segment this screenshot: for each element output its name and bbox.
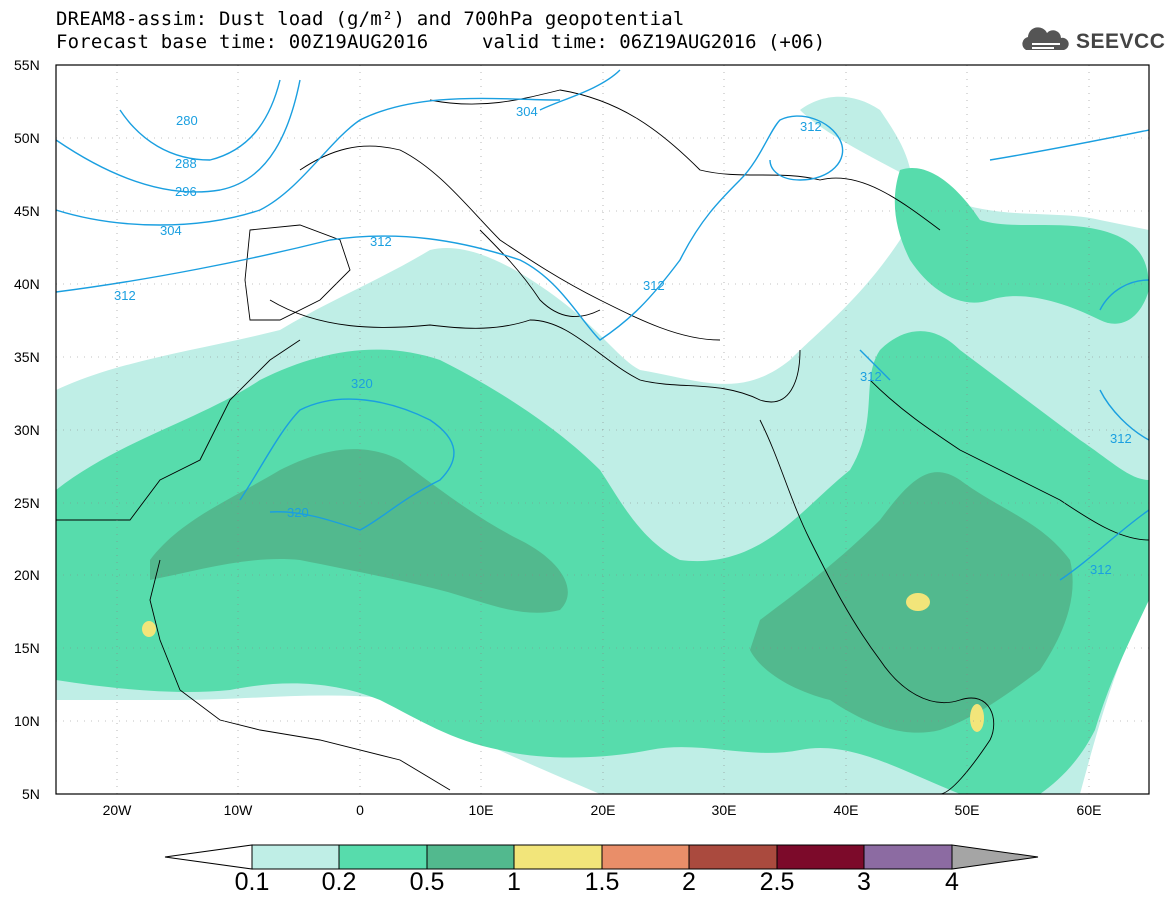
lat-label: 55N <box>14 57 40 73</box>
legend-label: 2.5 <box>759 868 795 896</box>
lat-label: 50N <box>14 130 40 146</box>
contour-label: 288 <box>175 156 197 171</box>
contour-label: 304 <box>160 223 182 238</box>
dust-layer-0.2-north <box>894 168 1149 324</box>
dust-spot-3 <box>970 704 984 732</box>
lat-label: 25N <box>14 495 40 511</box>
lon-label: 20W <box>103 802 133 818</box>
legend-label: 3 <box>857 868 871 896</box>
map-title: DREAM8-assim: Dust load (g/m²) and 700hP… <box>56 8 685 30</box>
lon-label: 40E <box>834 802 859 818</box>
cloud-icon <box>1022 27 1069 50</box>
lon-label: 30E <box>712 802 737 818</box>
logo-text: SEEVCCC <box>1076 30 1165 53</box>
legend-swatch <box>688 844 778 870</box>
legend-swatch <box>776 844 865 870</box>
map-frame <box>55 64 1150 795</box>
legend-swatch <box>426 844 515 870</box>
legend-label: 4 <box>945 868 959 896</box>
lat-label: 15N <box>14 640 40 656</box>
geopotential-contours <box>56 69 1149 581</box>
legend-swatch <box>513 844 603 870</box>
lon-label: 50E <box>955 802 980 818</box>
legend-swatch <box>601 844 690 870</box>
dust-spot-1 <box>142 621 156 637</box>
longitude-labels: 20W 10W 0 10E 20E 30E 40E 50E 60E <box>103 802 1102 818</box>
lon-label: 10W <box>224 802 254 818</box>
legend-label: 2 <box>682 868 696 896</box>
contour-label: 312 <box>114 288 136 303</box>
forecast-base-time: Forecast base time: 00Z19AUG2016 <box>56 31 429 53</box>
lat-label: 20N <box>14 567 40 583</box>
lon-label: 0 <box>356 802 364 818</box>
contour-label: 304 <box>516 104 538 119</box>
graticule <box>56 65 1149 794</box>
legend-swatch <box>251 844 340 870</box>
legend-swatch <box>338 844 428 870</box>
contour-label: 280 <box>176 113 198 128</box>
lat-label: 45N <box>14 203 40 219</box>
lat-label: 5N <box>22 786 40 802</box>
contour-label: 296 <box>175 184 197 199</box>
seevccc-logo: SEEVCCC <box>1018 26 1165 56</box>
legend-label: 1 <box>507 868 521 896</box>
lat-label: 35N <box>14 349 40 365</box>
contour-label: 312 <box>370 234 392 249</box>
dust-layer-0.5 <box>150 449 568 613</box>
legend-label: 0.5 <box>409 868 445 896</box>
lat-label: 40N <box>14 276 40 292</box>
coastlines <box>56 89 1149 794</box>
contour-label: 320 <box>287 505 309 520</box>
dust-spot-2 <box>906 593 930 611</box>
latitude-labels: 55N 50N 45N 40N 35N 30N 25N 20N 15N 10N … <box>14 57 40 802</box>
legend-label: 0.1 <box>234 868 270 896</box>
contour-labels: 280 288 296 304 304 312 312 312 312 320 … <box>114 104 1132 577</box>
contour-label: 312 <box>643 278 665 293</box>
lon-label: 10E <box>469 802 494 818</box>
legend-swatch <box>863 844 953 870</box>
contour-label: 312 <box>1090 562 1112 577</box>
legend-arrow-high <box>951 844 1039 870</box>
contour-label: 312 <box>800 119 822 134</box>
contour-label: 312 <box>1110 431 1132 446</box>
lon-label: 60E <box>1077 802 1102 818</box>
legend-label: 0.2 <box>321 868 357 896</box>
color-legend <box>164 844 1039 870</box>
contour-label: 320 <box>351 376 373 391</box>
lat-label: 30N <box>14 422 40 438</box>
valid-time: valid time: 06Z19AUG2016 (+06) <box>482 31 826 53</box>
legend-arrow-low <box>164 844 253 870</box>
contour-label: 312 <box>860 369 882 384</box>
legend-label: 1.5 <box>584 868 620 896</box>
map-area: 280 288 296 304 304 312 312 312 312 320 … <box>56 65 1149 794</box>
lat-label: 10N <box>14 713 40 729</box>
lon-label: 20E <box>591 802 616 818</box>
